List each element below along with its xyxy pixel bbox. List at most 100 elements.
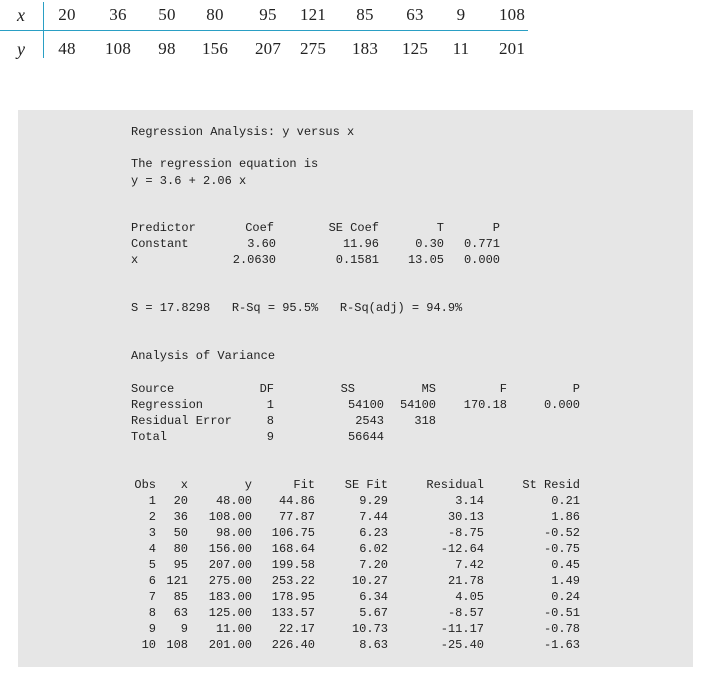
x-value-cell: 50 — [158, 5, 176, 24]
table-cell: 48.00 — [215, 494, 252, 508]
table-cell: 1.49 — [551, 574, 580, 588]
column-header: MS — [421, 382, 436, 396]
table-cell: 7 — [148, 590, 156, 604]
column-header: y — [244, 478, 252, 492]
column-header: Obs — [134, 478, 156, 492]
y-value-cell: 48 — [58, 39, 76, 58]
table-cell: -8.75 — [447, 526, 484, 540]
table-cell: 133.57 — [271, 606, 315, 620]
table-cell: 3 — [148, 526, 156, 540]
table-cell: 7.20 — [359, 558, 388, 572]
x-value-cell: 80 — [206, 5, 224, 24]
column-header: SS — [340, 382, 355, 396]
table-cell: -1.63 — [543, 638, 580, 652]
table-cell: 0.000 — [463, 253, 500, 267]
table-cell: 0.771 — [463, 237, 500, 251]
table-cell: 3.14 — [455, 494, 484, 508]
table-cell: 6.23 — [359, 526, 388, 540]
column-header: St Resid — [522, 478, 580, 492]
table-cell: 95 — [173, 558, 188, 572]
table-cell: 10.73 — [351, 622, 388, 636]
column-header: Coef — [245, 221, 274, 235]
table-cell: 4 — [148, 542, 156, 556]
table-cell: 0.30 — [415, 237, 444, 251]
table-cell: 0.21 — [551, 494, 580, 508]
anova-title: Analysis of Variance — [131, 349, 276, 363]
table-cell: 178.95 — [271, 590, 315, 604]
column-header: Residual — [426, 478, 484, 492]
table-cell: 121 — [166, 574, 188, 588]
table-cell: Constant — [131, 237, 189, 251]
y-value-cell: 108 — [104, 39, 132, 58]
table-cell: 4.05 — [455, 590, 484, 604]
table-cell: 5 — [148, 558, 156, 572]
table-cell: 226.40 — [271, 638, 315, 652]
model-summary: S = 17.8298 R-Sq = 95.5% R-Sq(adj) = 94.… — [131, 301, 463, 315]
table-cell: 253.22 — [271, 574, 315, 588]
table-cell: -0.52 — [543, 526, 580, 540]
column-header: SE Coef — [328, 221, 379, 235]
x-value-cell: 108 — [498, 5, 526, 24]
table-cell: 30.13 — [447, 510, 484, 524]
table-cell: 2543 — [355, 414, 384, 428]
table-cell: 11.00 — [215, 622, 252, 636]
y-value-cell: 125 — [401, 39, 429, 58]
table-cell: 21.78 — [447, 574, 484, 588]
table-cell: 44.86 — [278, 494, 315, 508]
y-value-cell: 156 — [201, 39, 229, 58]
table-cell: -12.64 — [440, 542, 484, 556]
table-cell: 98.00 — [215, 526, 252, 540]
table-cell: 9 — [180, 622, 188, 636]
table-cell: 201.00 — [208, 638, 252, 652]
column-header: SE Fit — [344, 478, 388, 492]
table-cell: 199.58 — [271, 558, 315, 572]
table-cell: 5.67 — [359, 606, 388, 620]
table-cell: 156.00 — [208, 542, 252, 556]
table-cell: 7.42 — [455, 558, 484, 572]
table-cell: 6.34 — [359, 590, 388, 604]
table-cell: 54100 — [399, 398, 436, 412]
table-cell: 0.1581 — [335, 253, 379, 267]
y-value-cell: 207 — [254, 39, 282, 58]
table-cell: 6.02 — [359, 542, 388, 556]
table-cell: 1 — [266, 398, 274, 412]
table-cell: 10 — [141, 638, 156, 652]
column-header: Source — [131, 382, 175, 396]
table-cell: 13.05 — [407, 253, 444, 267]
x-value-cell: 36 — [109, 5, 127, 24]
y-value-cell: 11 — [452, 39, 470, 58]
table-cell: 77.87 — [278, 510, 315, 524]
table-cell: 170.18 — [463, 398, 507, 412]
column-header: DF — [259, 382, 274, 396]
table-cell: 54100 — [347, 398, 384, 412]
regression-output-panel: Regression Analysis: y versus x The regr… — [18, 110, 693, 667]
y-value-cell: 275 — [299, 39, 327, 58]
table-cell: 108.00 — [208, 510, 252, 524]
column-header: x — [180, 478, 188, 492]
table-cell: 9.29 — [359, 494, 388, 508]
column-header: F — [499, 382, 507, 396]
y-value-cell: 98 — [158, 39, 176, 58]
xy-data-table: x 20 36 50 80 95 121 85 63 9 108 y 48 108 98 156 207 2… — [0, 0, 530, 68]
table-cell: -8.57 — [447, 606, 484, 620]
table-cell: 183.00 — [208, 590, 252, 604]
table-cell: 7.44 — [359, 510, 388, 524]
table-cell: 2.0630 — [232, 253, 276, 267]
equation-intro: The regression equation is — [131, 157, 319, 171]
x-row: x 20 36 50 80 95 121 85 63 9 108 — [0, 0, 530, 30]
x-value-cell: 9 — [456, 5, 466, 24]
x-row-label: x — [17, 5, 25, 25]
table-cell: -25.40 — [440, 638, 484, 652]
table-row-divider — [0, 30, 528, 31]
table-cell: 2 — [148, 510, 156, 524]
table-cell: 318 — [414, 414, 436, 428]
y-row-label: y — [17, 39, 25, 59]
y-row: y 48 108 98 156 207 275 183 125 11 201 — [0, 34, 530, 64]
x-value-cell: 20 — [58, 5, 76, 24]
table-cell: 0.24 — [551, 590, 580, 604]
table-cell: 8.63 — [359, 638, 388, 652]
table-cell: -0.51 — [543, 606, 580, 620]
table-cell: 0.45 — [551, 558, 580, 572]
x-value-cell: 121 — [299, 5, 327, 24]
table-cell: 8 — [266, 414, 274, 428]
